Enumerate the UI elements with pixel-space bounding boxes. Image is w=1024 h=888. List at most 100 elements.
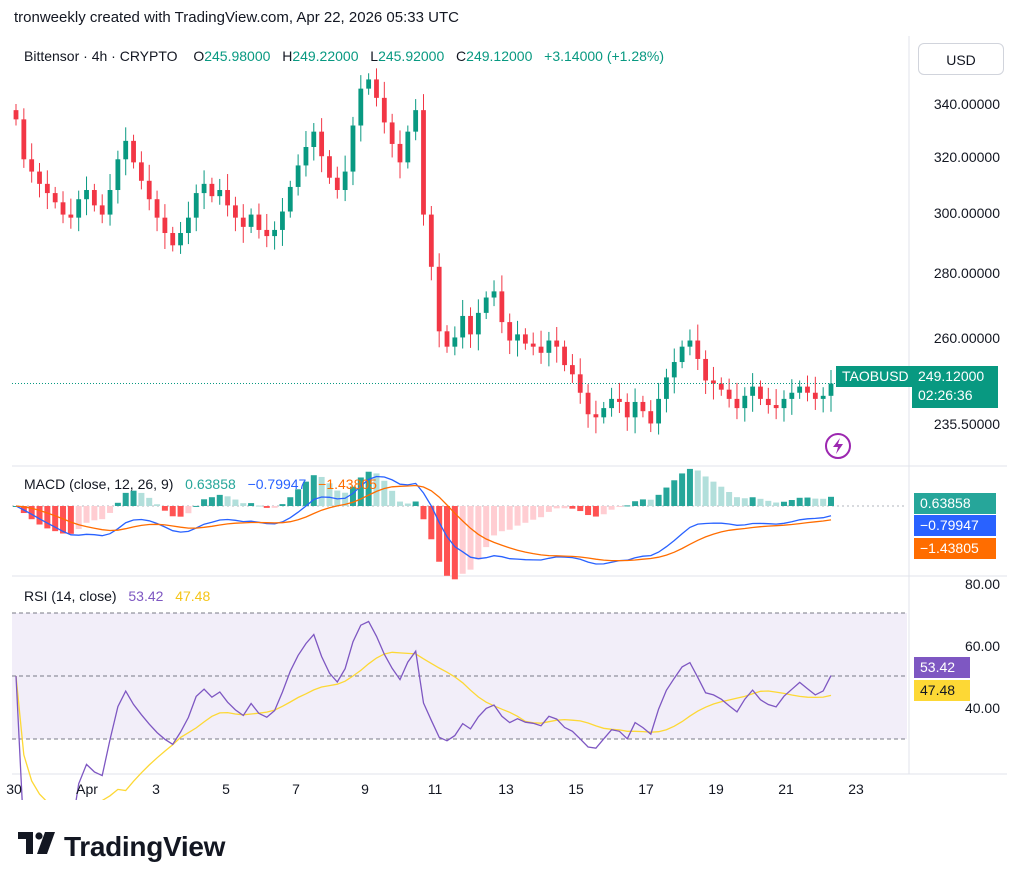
macd-hist-bar <box>726 491 733 506</box>
candle-body <box>29 159 35 172</box>
candle-body <box>76 199 82 218</box>
candle-body <box>444 331 450 347</box>
macd-hist-bar <box>765 500 772 506</box>
rsi-title[interactable]: RSI (14, close) <box>24 588 117 604</box>
candle-body <box>240 217 246 227</box>
price-tick: 320.00000 <box>933 149 1000 165</box>
countdown: 02:26:36 <box>918 387 973 403</box>
candle-body <box>820 395 826 399</box>
candle-body <box>123 140 129 160</box>
macd-hist-bar <box>373 473 380 506</box>
time-tick: 15 <box>568 781 584 797</box>
macd-hist-bar <box>169 506 176 517</box>
grid <box>12 36 1007 775</box>
chart-svg[interactable] <box>12 36 1010 800</box>
macd-hist-bar <box>396 501 403 506</box>
macd-hist-bar <box>718 486 725 506</box>
candle-body <box>107 190 113 215</box>
candle-body <box>138 162 144 181</box>
candle-body <box>562 346 567 366</box>
candle-body <box>256 214 262 230</box>
time-tick: 3 <box>152 781 160 797</box>
macd-hist-bar <box>154 504 161 506</box>
macd-hist-bar <box>232 499 239 506</box>
candle-body <box>632 401 638 418</box>
macd-hist-bar <box>624 505 631 507</box>
macd-signal-value: −1.43805 <box>318 476 377 492</box>
macd-hist-bar <box>632 501 639 506</box>
candle-body <box>193 193 199 218</box>
candle-body <box>671 362 677 378</box>
candle-body <box>609 398 614 409</box>
macd-hist-bar <box>161 506 168 511</box>
macd-hist-bar <box>224 496 231 506</box>
candle-body <box>295 165 301 187</box>
macd-hist-bar <box>318 476 325 506</box>
candle-body <box>350 125 356 172</box>
candle-body <box>797 386 803 393</box>
last-price-badge: 249.12000 02:26:36 <box>912 366 998 408</box>
candle-body <box>225 190 230 206</box>
macd-hist-bar <box>436 506 443 562</box>
macd-hist-bar <box>83 506 90 523</box>
macd-hist-bar <box>647 499 654 506</box>
candle-body <box>405 131 411 163</box>
candle-body <box>91 190 97 206</box>
macd-hist-bar <box>201 499 208 506</box>
macd-hist-bar <box>694 470 701 506</box>
rsi-ma-badge: 47.48 <box>914 680 970 701</box>
candle-body <box>280 211 285 230</box>
macd-hist-bar <box>107 506 114 513</box>
symbol-label[interactable]: Bittensor · 4h · CRYPTO <box>24 48 178 64</box>
macd-title[interactable]: MACD (close, 12, 26, 9) <box>24 476 174 492</box>
macd-hist-bar <box>75 506 82 530</box>
tradingview-logo-icon[interactable] <box>18 832 58 854</box>
candle-body <box>679 346 685 363</box>
macd-hist-bar <box>428 506 435 540</box>
macd-hist-bar <box>663 487 670 506</box>
lightning-icon-bolt <box>833 438 843 454</box>
macd-hist-bar <box>216 494 223 506</box>
rsi-axis-tick: 60.00 <box>964 638 1000 654</box>
macd-hist-bar <box>773 502 780 506</box>
macd-hist-bar <box>420 506 427 520</box>
price-tick: 280.00000 <box>933 265 1000 281</box>
macd-hist-bar <box>451 506 458 580</box>
candle-body <box>131 140 136 163</box>
macd-hist-bar <box>655 494 662 506</box>
macd-hist-bar <box>639 499 646 506</box>
macd-hist-bar <box>412 501 419 506</box>
macd-line <box>15 475 832 565</box>
symbol-badge: TAOBUSD <box>836 366 915 387</box>
tradingview-wordmark[interactable]: TradingView <box>64 831 226 862</box>
macd-hist-bar <box>796 497 803 506</box>
chart-frame <box>12 36 1010 800</box>
candle-body <box>162 217 168 234</box>
macd-hist-bar <box>538 506 545 518</box>
candle-body <box>248 214 254 227</box>
macd-hist-bar <box>349 486 356 506</box>
macd-hist-bar <box>804 497 811 506</box>
macd-hist-bar <box>553 506 560 509</box>
currency-button[interactable]: USD <box>918 43 1004 75</box>
macd-hist-bar <box>459 506 466 574</box>
macd-hist-bar <box>130 490 137 506</box>
macd-hist-bar <box>592 506 599 517</box>
candle-body <box>522 334 528 344</box>
macd-hist-bar <box>522 506 529 523</box>
candle-body <box>483 297 489 313</box>
macd-hist-bar <box>342 492 349 506</box>
candle-body <box>60 202 66 215</box>
low-value: 245.92000 <box>378 48 445 64</box>
candle-body <box>718 383 724 390</box>
candle-body <box>68 214 74 218</box>
rsi-value: 53.42 <box>128 588 164 604</box>
high-value: 249.22000 <box>292 48 359 64</box>
candle-body <box>115 159 121 191</box>
price-axis[interactable]: 340.00000 320.00000 300.00000 280.00000 … <box>910 0 1000 888</box>
macd-hist-bar <box>491 506 498 536</box>
candle-body <box>264 229 270 237</box>
candle-body <box>750 386 756 396</box>
candle-body <box>742 395 748 409</box>
candle-body <box>585 392 591 415</box>
